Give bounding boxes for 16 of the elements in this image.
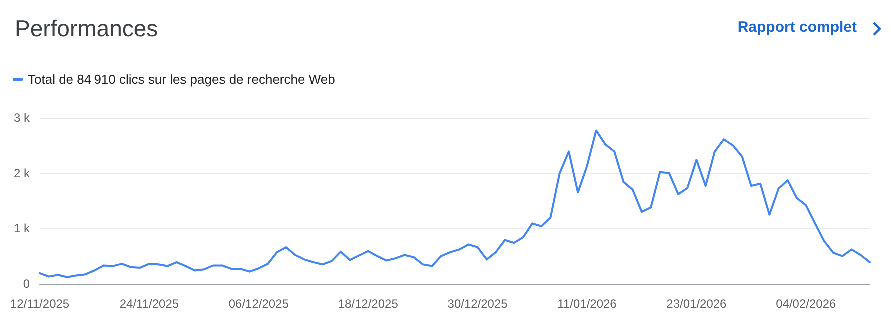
x-tick-label: 30/12/2025	[448, 297, 508, 311]
y-tick-label: 2 k	[14, 166, 31, 180]
x-tick-label: 11/01/2026	[558, 297, 618, 311]
legend-label: Total de 84 910 clics sur les pages de recherche Web	[28, 72, 336, 87]
x-tick-label: 24/11/2025	[120, 297, 180, 311]
x-tick-label: 04/02/2026	[776, 297, 837, 311]
x-tick-label: 23/01/2026	[666, 297, 728, 311]
x-tick-label: 12/11/2025	[10, 297, 70, 311]
text: Rapport complet	[738, 19, 857, 36]
y-tick-label: 3 k	[14, 111, 31, 125]
y-tick-label: 0	[23, 277, 30, 291]
y-tick-label: 1 k	[14, 222, 31, 236]
x-tick-label: 06/12/2025	[228, 297, 290, 311]
line-series	[39, 130, 871, 278]
chart-title: Performances	[15, 16, 158, 42]
x-tick-label: 18/12/2025	[338, 297, 399, 311]
